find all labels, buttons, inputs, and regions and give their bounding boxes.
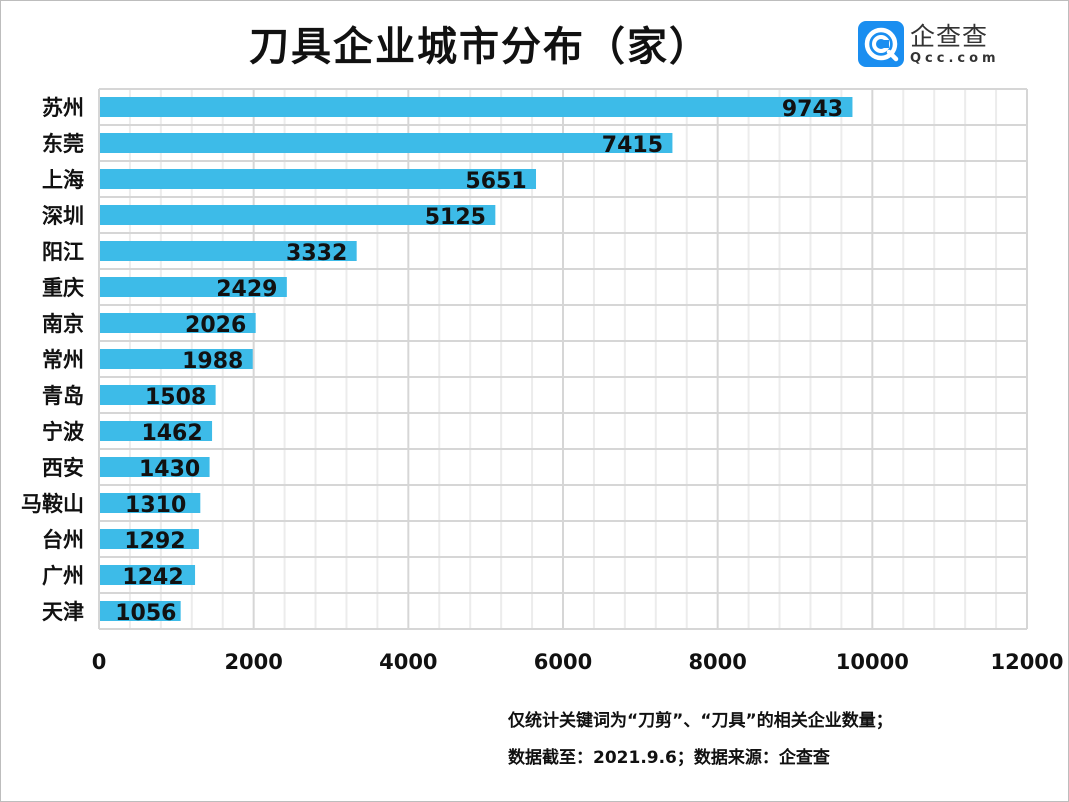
data-label: 1508: [145, 385, 206, 410]
data-label: 5651: [465, 169, 526, 194]
category-label: 常州: [42, 348, 84, 372]
x-tick-label: 0: [92, 650, 107, 674]
bar: [100, 529, 199, 549]
x-tick-label: 8000: [688, 650, 746, 674]
bar: [100, 169, 537, 189]
qcc-logo-icon: [858, 21, 904, 67]
category-label: 重庆: [42, 276, 84, 300]
data-label: 9743: [782, 97, 843, 122]
bar: [100, 601, 181, 621]
category-label: 苏州: [42, 96, 84, 120]
bar: [100, 133, 673, 153]
x-tick-label: 6000: [534, 650, 592, 674]
category-label: 台州: [42, 528, 84, 552]
data-label: 7415: [602, 133, 663, 158]
data-label: 1430: [139, 457, 200, 482]
data-label: 1292: [124, 529, 185, 554]
category-label: 天津: [42, 600, 84, 624]
bar: [100, 349, 253, 369]
qcc-logo: 企查查 Qcc.com: [858, 21, 1000, 67]
category-label: 东莞: [42, 132, 84, 156]
bar: [100, 493, 201, 513]
data-label: 1242: [122, 565, 183, 590]
data-label: 1056: [115, 601, 176, 626]
data-label: 2429: [216, 277, 277, 302]
category-label: 青岛: [42, 384, 84, 408]
note-scope: 仅统计关键词为“刀剪”、“刀具”的相关企业数量；: [508, 711, 893, 731]
bar: [100, 421, 213, 441]
category-label: 宁波: [42, 420, 85, 444]
logo-cn: 企查查: [910, 21, 989, 51]
x-tick-label: 4000: [379, 650, 437, 674]
category-label: 阳江: [42, 240, 84, 264]
data-label: 1988: [182, 349, 243, 374]
category-label: 广州: [42, 564, 84, 588]
bar: [100, 313, 256, 333]
note-source: 数据截至：2021.9.6；数据来源：企查查: [508, 748, 830, 768]
bar: [100, 457, 210, 477]
logo-en: Qcc.com: [910, 50, 1000, 66]
bar: [100, 97, 853, 117]
bar: [100, 277, 287, 297]
bar: [100, 565, 196, 585]
data-label: 1462: [141, 421, 202, 446]
category-label: 马鞍山: [21, 492, 84, 516]
x-tick-label: 10000: [836, 650, 909, 674]
chart-title: 刀具企业城市分布（家）: [249, 24, 711, 70]
bar: [100, 241, 357, 261]
category-label: 上海: [42, 168, 84, 192]
data-label: 2026: [185, 313, 246, 338]
bar: [100, 205, 496, 225]
data-label: 5125: [425, 205, 486, 230]
data-label: 3332: [286, 241, 347, 266]
bar: [100, 385, 216, 405]
category-label: 西安: [42, 456, 84, 480]
category-label: 南京: [42, 312, 84, 336]
category-label: 深圳: [42, 204, 84, 228]
x-tick-label: 2000: [224, 650, 282, 674]
x-tick-label: 12000: [990, 650, 1063, 674]
data-label: 1310: [125, 493, 186, 518]
